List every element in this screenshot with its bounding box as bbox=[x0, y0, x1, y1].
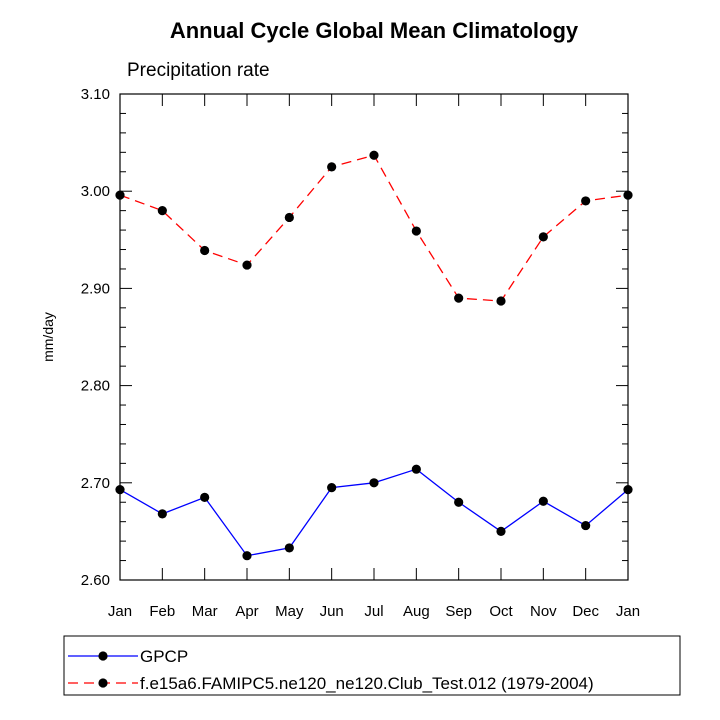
y-tick-labels: 2.60 2.70 2.80 2.90 3.00 3.10 bbox=[81, 86, 110, 589]
series-line bbox=[119, 154, 629, 302]
data-point bbox=[369, 150, 379, 160]
x-tick-label: Feb bbox=[149, 603, 175, 620]
chart-subtitle: Precipitation rate bbox=[127, 60, 270, 81]
legend-marker bbox=[98, 651, 108, 661]
legend: GPCP f.e15a6.FAMIPC5.ne120_ne120.Club_Tes… bbox=[68, 647, 594, 693]
data-point bbox=[284, 543, 294, 553]
legend-marker bbox=[98, 678, 108, 688]
data-point bbox=[623, 190, 633, 200]
y-tick-label: 2.90 bbox=[81, 280, 110, 297]
x-tick-label: Jun bbox=[320, 603, 344, 620]
y-tick-label: 2.60 bbox=[81, 572, 110, 589]
data-point bbox=[411, 226, 421, 236]
series-group bbox=[115, 150, 633, 306]
x-tick-label: Oct bbox=[489, 603, 513, 620]
data-point bbox=[581, 196, 591, 206]
y-tick-label: 3.00 bbox=[81, 183, 110, 200]
x-tick-label: Mar bbox=[192, 603, 218, 620]
data-point bbox=[538, 232, 548, 242]
x-tick-label: May bbox=[275, 603, 304, 620]
data-point bbox=[454, 497, 464, 507]
data-point bbox=[623, 485, 633, 495]
data-point bbox=[242, 551, 252, 561]
x-tick-label: Jan bbox=[616, 603, 640, 620]
y-tick-label: 2.80 bbox=[81, 378, 110, 395]
data-point bbox=[200, 245, 210, 256]
data-point bbox=[157, 509, 167, 519]
x-tick-label: Jan bbox=[108, 603, 132, 620]
x-tick-label: Nov bbox=[530, 603, 557, 620]
chart-title: Annual Cycle Global Mean Climatology bbox=[170, 18, 579, 43]
y-axis-label: mm/day bbox=[40, 312, 56, 362]
y-tick-label: 2.70 bbox=[81, 475, 110, 492]
data-point bbox=[242, 260, 252, 270]
data-point bbox=[327, 162, 337, 172]
data-point bbox=[200, 492, 210, 502]
data-point bbox=[284, 212, 294, 223]
legend-entry-label: f.e15a6.FAMIPC5.ne120_ne120.Club_Test.01… bbox=[140, 674, 594, 693]
x-tick-label: Jul bbox=[364, 603, 383, 620]
series-group bbox=[115, 464, 633, 561]
y-tick-label: 3.10 bbox=[81, 86, 110, 103]
x-tick-label: Apr bbox=[235, 603, 258, 620]
data-point bbox=[327, 483, 337, 493]
data-point bbox=[581, 520, 591, 531]
data-point bbox=[369, 478, 379, 488]
data-point bbox=[538, 496, 548, 506]
x-tick-label: Dec bbox=[572, 603, 599, 620]
data-point bbox=[496, 526, 506, 537]
legend-box bbox=[63, 635, 681, 696]
legend-entry-label: GPCP bbox=[140, 647, 188, 666]
x-tick-label: Sep bbox=[445, 603, 472, 620]
data-point bbox=[115, 485, 125, 495]
axis-ticks bbox=[119, 93, 629, 581]
data-point bbox=[496, 296, 506, 306]
data-point bbox=[115, 190, 125, 200]
plot-area-frame bbox=[119, 93, 629, 581]
series-layer bbox=[115, 150, 633, 561]
x-tick-labels: Jan Feb Mar Apr May Jun Jul Aug Sep Oct Nov Dec Jan bbox=[108, 603, 640, 620]
data-point bbox=[157, 206, 167, 216]
data-point bbox=[411, 464, 421, 474]
x-tick-label: Aug bbox=[403, 603, 430, 620]
data-point bbox=[454, 293, 464, 303]
